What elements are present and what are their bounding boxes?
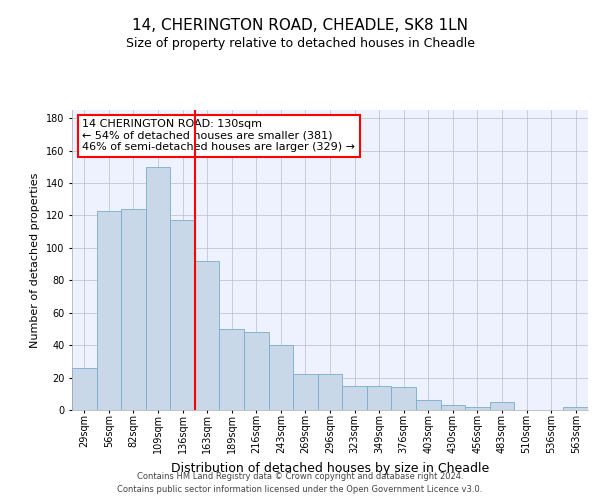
- Text: Contains HM Land Registry data © Crown copyright and database right 2024.: Contains HM Land Registry data © Crown c…: [137, 472, 463, 481]
- Bar: [97, 210, 121, 410]
- Bar: [318, 374, 342, 410]
- Bar: [170, 220, 195, 410]
- Y-axis label: Number of detached properties: Number of detached properties: [31, 172, 40, 348]
- Bar: [563, 407, 588, 410]
- Bar: [440, 405, 465, 410]
- Bar: [490, 402, 514, 410]
- Text: Size of property relative to detached houses in Cheadle: Size of property relative to detached ho…: [125, 38, 475, 51]
- Bar: [220, 329, 244, 410]
- Bar: [391, 388, 416, 410]
- Bar: [146, 167, 170, 410]
- Text: Contains public sector information licensed under the Open Government Licence v3: Contains public sector information licen…: [118, 485, 482, 494]
- Bar: [293, 374, 318, 410]
- Bar: [269, 345, 293, 410]
- Bar: [121, 209, 146, 410]
- Bar: [416, 400, 440, 410]
- Text: 14 CHERINGTON ROAD: 130sqm
← 54% of detached houses are smaller (381)
46% of sem: 14 CHERINGTON ROAD: 130sqm ← 54% of deta…: [82, 119, 355, 152]
- Bar: [367, 386, 391, 410]
- Bar: [465, 407, 490, 410]
- Bar: [342, 386, 367, 410]
- Text: 14, CHERINGTON ROAD, CHEADLE, SK8 1LN: 14, CHERINGTON ROAD, CHEADLE, SK8 1LN: [132, 18, 468, 32]
- Bar: [195, 261, 220, 410]
- Bar: [72, 368, 97, 410]
- X-axis label: Distribution of detached houses by size in Cheadle: Distribution of detached houses by size …: [171, 462, 489, 475]
- Bar: [244, 332, 269, 410]
